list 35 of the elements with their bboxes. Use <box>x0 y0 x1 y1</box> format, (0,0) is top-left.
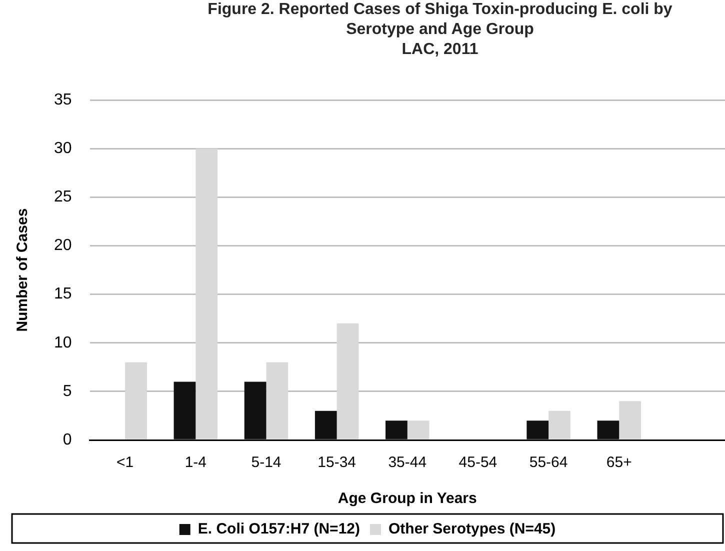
y-axis-title: Number of Cases <box>14 208 32 332</box>
bar <box>125 362 147 440</box>
x-tick-label: <1 <box>116 454 134 472</box>
chart-subtitle: LAC, 2011 <box>400 40 480 60</box>
bar <box>174 382 196 440</box>
y-tick-label: 0 <box>62 431 72 448</box>
bar <box>196 148 218 440</box>
legend-label: Other Serotypes (N=45) <box>388 520 556 538</box>
bar <box>244 382 266 440</box>
x-tick-label: 1-4 <box>184 454 207 472</box>
bar <box>266 362 288 440</box>
x-tick-label: 55-64 <box>529 454 568 472</box>
x-tick-label: 35-44 <box>388 454 427 472</box>
bar <box>407 420 430 440</box>
bar <box>526 420 549 440</box>
y-tick-label: 35 <box>54 91 72 108</box>
y-tick-label: 15 <box>54 286 72 303</box>
legend-label: E. Coli O157:H7 (N=12) <box>198 520 360 538</box>
y-tick-label: 20 <box>54 237 72 254</box>
x-tick-label: 15-34 <box>318 454 356 472</box>
bar <box>619 401 642 440</box>
y-tick-label: 10 <box>54 334 72 352</box>
bar <box>548 410 570 440</box>
bar <box>336 323 359 440</box>
y-tick-label: 25 <box>54 188 72 206</box>
x-axis-title: Age Group in Years <box>338 490 477 508</box>
x-tick-label: 65+ <box>606 454 632 472</box>
x-tick-label: 5-14 <box>251 454 282 472</box>
bar <box>386 420 408 440</box>
bar <box>597 420 620 440</box>
chart-title: Figure 2. Reported Cases of Shiga Toxin-producing E. coli by Serotype and Age Group <box>206 0 674 40</box>
bar <box>314 410 337 440</box>
y-tick-label: 5 <box>62 382 72 400</box>
y-tick-label: 30 <box>54 140 72 157</box>
x-tick-label: 45-54 <box>458 454 498 472</box>
